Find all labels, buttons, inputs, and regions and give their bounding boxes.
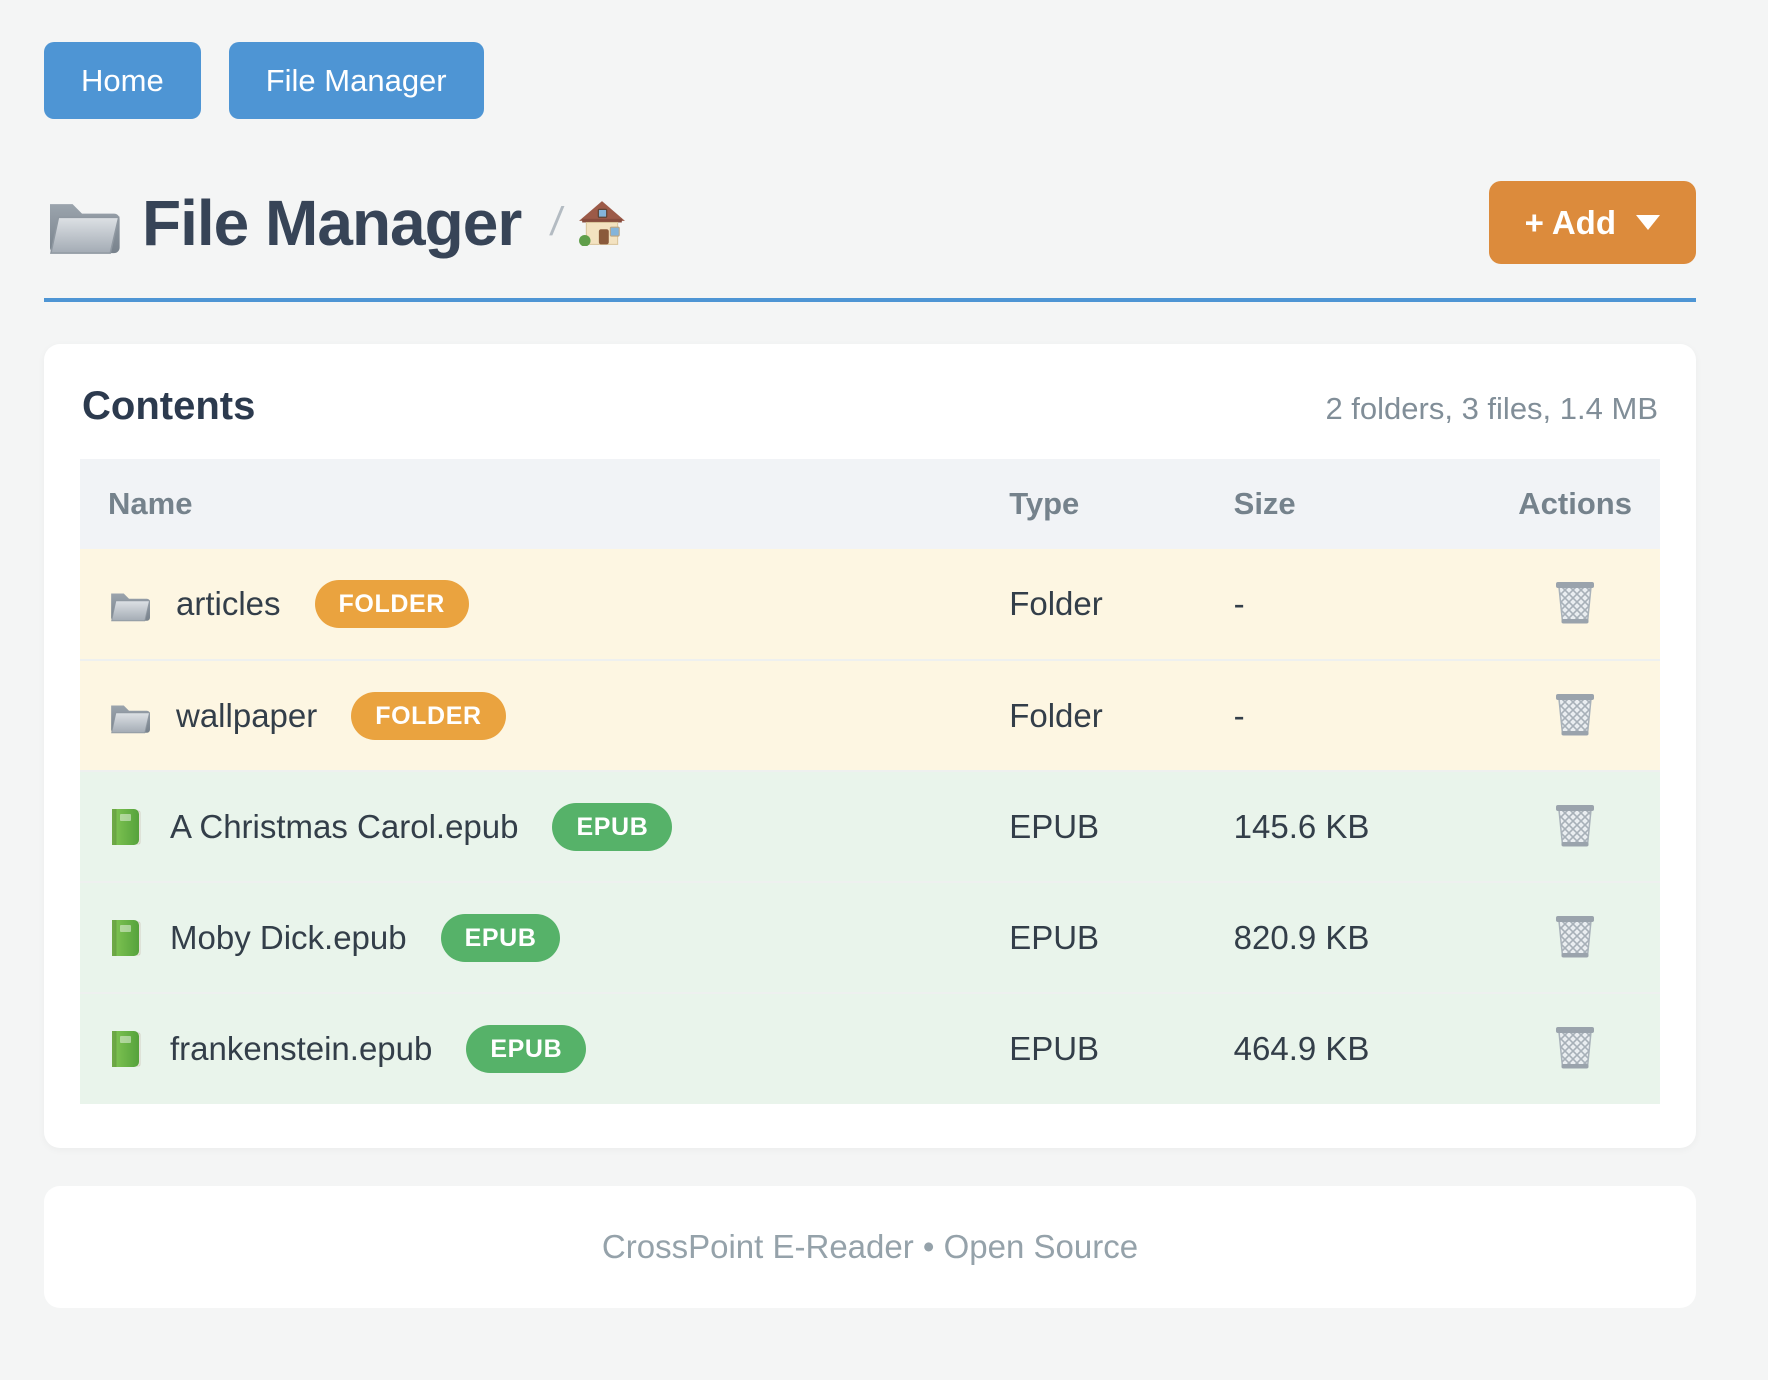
contents-title: Contents xyxy=(82,384,255,429)
name-cell: articles FOLDER xyxy=(80,549,981,660)
book-icon xyxy=(108,1028,144,1070)
actions-cell xyxy=(1490,771,1660,882)
breadcrumb-separator: / xyxy=(548,200,565,245)
footer-text: CrossPoint E-Reader • Open Source xyxy=(64,1228,1676,1266)
book-icon xyxy=(108,917,144,959)
column-header-actions: Actions xyxy=(1490,459,1660,549)
column-header-name: Name xyxy=(80,459,981,549)
table-row: A Christmas Carol.epub EPUB EPUB 145.6 K… xyxy=(80,771,1660,882)
table-row: wallpaper FOLDER Folder - xyxy=(80,660,1660,771)
type-cell: EPUB xyxy=(981,771,1205,882)
delete-button[interactable] xyxy=(1549,797,1601,853)
delete-button[interactable] xyxy=(1549,686,1601,742)
file-name-link[interactable]: wallpaper xyxy=(176,697,317,735)
folder-badge: FOLDER xyxy=(315,580,469,628)
file-manager-page: Home File Manager File Manager / + Add C… xyxy=(44,0,1696,1308)
name-cell: A Christmas Carol.epub EPUB xyxy=(80,771,981,882)
page-header: File Manager / + Add xyxy=(44,181,1696,264)
file-name-link[interactable]: Moby Dick.epub xyxy=(170,919,407,957)
size-cell: 464.9 KB xyxy=(1206,993,1491,1104)
trash-icon xyxy=(1553,801,1597,849)
folder-badge: FOLDER xyxy=(351,692,505,740)
epub-badge: EPUB xyxy=(552,803,672,851)
actions-cell xyxy=(1490,660,1660,771)
size-cell: 820.9 KB xyxy=(1206,882,1491,993)
delete-button[interactable] xyxy=(1549,574,1601,630)
dropdown-caret-icon xyxy=(1636,215,1660,230)
add-button[interactable]: + Add xyxy=(1489,181,1696,264)
table-row: Moby Dick.epub EPUB EPUB 820.9 KB xyxy=(80,882,1660,993)
table-row: articles FOLDER Folder - xyxy=(80,549,1660,660)
folder-icon xyxy=(108,697,150,735)
size-cell: - xyxy=(1206,660,1491,771)
contents-card: Contents 2 folders, 3 files, 1.4 MB Name… xyxy=(44,344,1696,1148)
folder-icon xyxy=(44,191,120,255)
breadcrumb: / xyxy=(551,200,626,246)
type-cell: EPUB xyxy=(981,882,1205,993)
accent-divider xyxy=(44,298,1696,302)
title-group: File Manager / xyxy=(44,186,626,260)
trash-icon xyxy=(1553,690,1597,738)
actions-cell xyxy=(1490,993,1660,1104)
column-header-size: Size xyxy=(1206,459,1491,549)
home-breadcrumb-icon[interactable] xyxy=(578,200,626,246)
top-nav: Home File Manager xyxy=(44,42,1696,119)
files-table-header: Name Type Size Actions xyxy=(80,459,1660,549)
type-cell: Folder xyxy=(981,660,1205,771)
epub-badge: EPUB xyxy=(441,914,561,962)
size-cell: - xyxy=(1206,549,1491,660)
home-nav-button[interactable]: Home xyxy=(44,42,201,119)
file-name-link[interactable]: articles xyxy=(176,585,281,623)
trash-icon xyxy=(1553,1023,1597,1071)
book-icon xyxy=(108,806,144,848)
column-header-type: Type xyxy=(981,459,1205,549)
file-name-link[interactable]: A Christmas Carol.epub xyxy=(170,808,518,846)
type-cell: EPUB xyxy=(981,993,1205,1104)
epub-badge: EPUB xyxy=(466,1025,586,1073)
table-row: frankenstein.epub EPUB EPUB 464.9 KB xyxy=(80,993,1660,1104)
actions-cell xyxy=(1490,549,1660,660)
files-table: Name Type Size Actions articles FOLDER xyxy=(80,459,1660,1104)
file-manager-nav-button[interactable]: File Manager xyxy=(229,42,484,119)
contents-summary: 2 folders, 3 files, 1.4 MB xyxy=(1325,391,1658,427)
trash-icon xyxy=(1553,912,1597,960)
size-cell: 145.6 KB xyxy=(1206,771,1491,882)
name-cell: frankenstein.epub EPUB xyxy=(80,993,981,1104)
contents-card-header: Contents 2 folders, 3 files, 1.4 MB xyxy=(80,384,1660,429)
folder-icon xyxy=(108,585,150,623)
footer-card: CrossPoint E-Reader • Open Source xyxy=(44,1186,1696,1308)
name-cell: wallpaper FOLDER xyxy=(80,660,981,771)
delete-button[interactable] xyxy=(1549,1019,1601,1075)
name-cell: Moby Dick.epub EPUB xyxy=(80,882,981,993)
actions-cell xyxy=(1490,882,1660,993)
type-cell: Folder xyxy=(981,549,1205,660)
page-title: File Manager xyxy=(142,186,521,260)
add-button-label: + Add xyxy=(1525,206,1616,239)
file-name-link[interactable]: frankenstein.epub xyxy=(170,1030,432,1068)
trash-icon xyxy=(1553,578,1597,626)
delete-button[interactable] xyxy=(1549,908,1601,964)
